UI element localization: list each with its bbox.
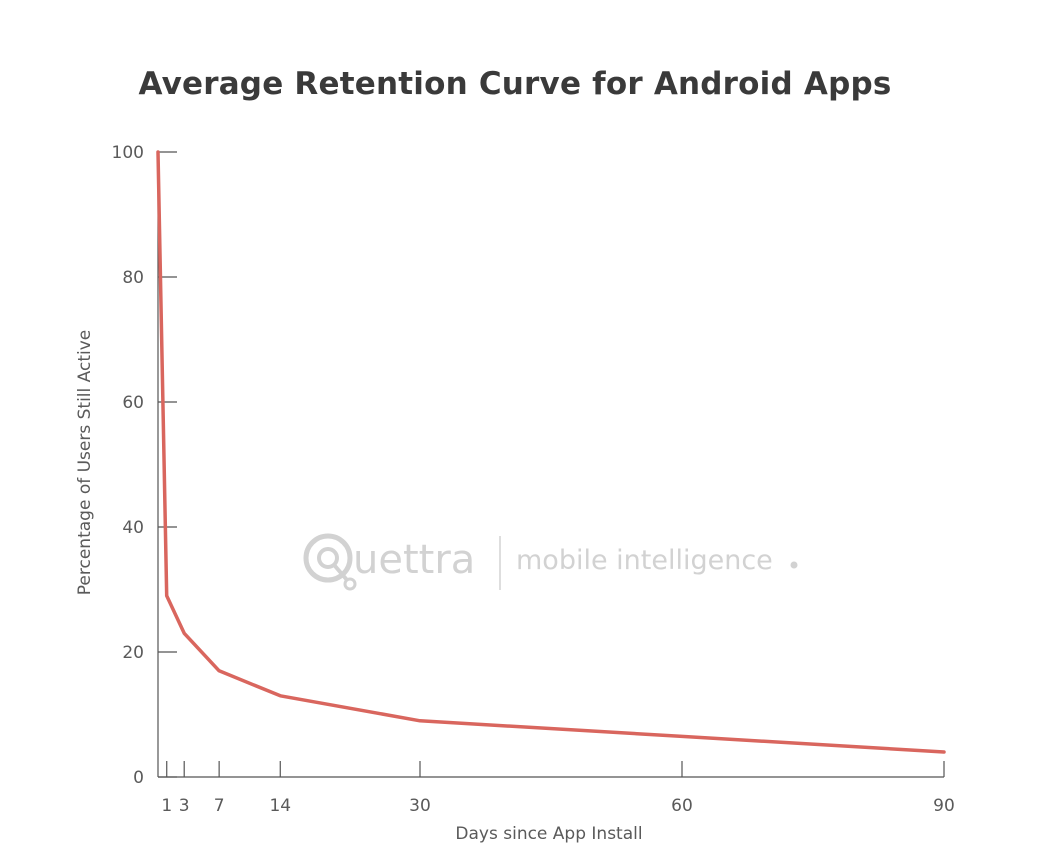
x-tick-label: 14 <box>269 796 291 816</box>
y-tick-label: 60 <box>122 393 144 413</box>
series-group <box>156 150 946 754</box>
y-axis-ticks: 0 20 40 60 80 100 <box>112 143 177 788</box>
y-tick-label: 80 <box>122 268 144 288</box>
watermark-tagline: mobile intelligence <box>516 545 773 576</box>
quettra-q-logo-icon <box>303 533 357 591</box>
x-tick-label: 7 <box>214 796 225 816</box>
x-tick-label: 90 <box>933 796 955 816</box>
x-tick-label: 30 <box>409 796 431 816</box>
y-tick-label: 20 <box>122 643 144 663</box>
x-tick-label: 1 <box>161 796 172 816</box>
watermark-dot-icon <box>790 561 798 569</box>
y-axis-label: Percentage of Users Still Active <box>75 330 95 595</box>
x-axis-label: Days since App Install <box>455 824 642 844</box>
x-tick-label: 60 <box>671 796 693 816</box>
x-axis-ticks: 1 3 7 14 30 60 90 <box>161 761 955 816</box>
x-tick-label: 3 <box>179 796 190 816</box>
series-line <box>156 150 946 754</box>
quettra-watermark: uettra mobile intelligence <box>303 533 798 591</box>
y-tick-label: 100 <box>112 143 144 163</box>
chart-title: Average Retention Curve for Android Apps <box>138 66 892 102</box>
watermark-brand: uettra <box>353 537 475 583</box>
y-tick-label: 0 <box>133 768 144 788</box>
y-tick-label: 40 <box>122 518 144 538</box>
